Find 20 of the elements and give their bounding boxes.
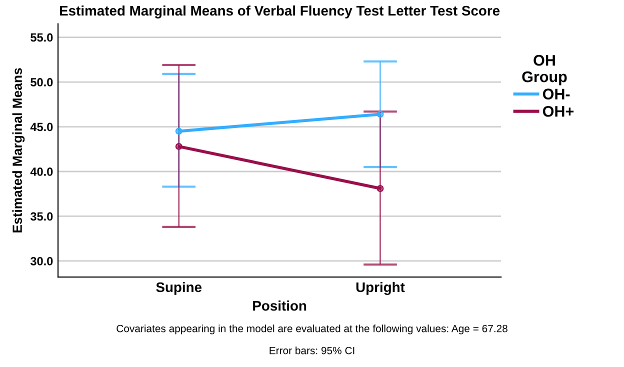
point	[376, 110, 384, 118]
point	[376, 185, 384, 192]
y-tick-label: 40.0	[30, 168, 53, 176]
legend-label: OH-	[542, 88, 570, 100]
y-tick-label: 55.0	[30, 33, 53, 42]
y-tick-label: 50.0	[30, 78, 53, 86]
y-tick-label: 35.0	[30, 212, 53, 221]
y-axis-title: Estimated Marginal Means	[12, 68, 25, 232]
point	[175, 128, 182, 135]
point	[175, 142, 182, 150]
y-tick-label: 30.0	[30, 257, 53, 266]
text: Covariates appearing in the model are evaluated at the following values: Age = 67.28	[116, 324, 508, 334]
text: Error bars: 95% CI	[270, 346, 354, 354]
legend-title: OH Group	[522, 54, 567, 86]
x-axis-title: Position	[253, 300, 306, 311]
chart-title: Estimated Marginal Means of Verbal Fluency Test Letter Test Score	[60, 5, 500, 18]
x-tick-label: Supine	[156, 282, 202, 295]
legend-label: OH+	[542, 106, 574, 117]
y-tick-label: 45.0	[30, 122, 53, 132]
x-tick-label: Upright	[356, 282, 405, 295]
